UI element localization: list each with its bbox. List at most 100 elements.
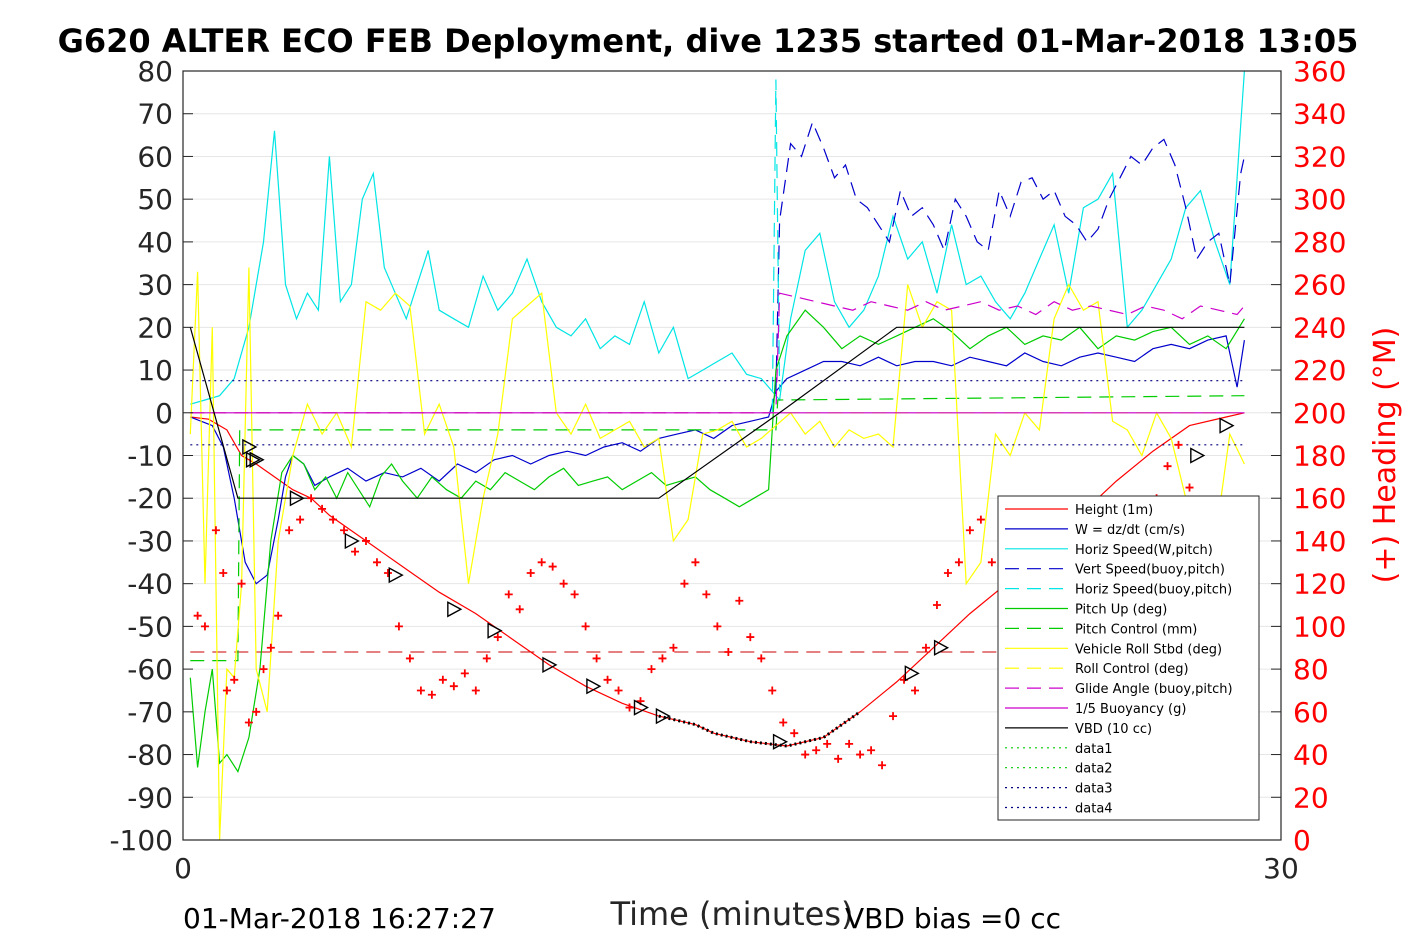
- y-tick-label: 30: [137, 269, 173, 302]
- heading-point: [625, 703, 634, 712]
- y-tick-label: -80: [127, 739, 173, 772]
- y-right-tick-label: 280: [1293, 226, 1346, 259]
- series-line-6: [190, 395, 1245, 662]
- triangle-marker: [447, 601, 463, 618]
- heading-point: [219, 568, 228, 577]
- heading-point: [603, 675, 612, 684]
- y-right-tick-label: 300: [1293, 183, 1346, 216]
- y-right-tick-label: 180: [1293, 440, 1346, 473]
- heading-point: [658, 654, 667, 663]
- y-right-tick-label: 360: [1293, 55, 1346, 88]
- series-line-9: [190, 292, 1245, 414]
- triangle-marker: [772, 733, 789, 750]
- heading-point: [823, 739, 832, 748]
- legend-label: VBD (10 cc): [1075, 722, 1152, 737]
- heading-point: [383, 568, 392, 577]
- heading-point: [911, 686, 919, 695]
- legend-label: Vehicle Roll Stbd (deg): [1075, 642, 1222, 657]
- heading-point: [259, 665, 268, 674]
- series-layer: [189, 70, 1245, 841]
- heading-point: [427, 690, 436, 699]
- triangle-marker: [586, 678, 602, 695]
- y-tick-label: -70: [127, 696, 173, 729]
- heading-point: [307, 494, 316, 503]
- heading-point: [790, 729, 799, 738]
- heading-point: [362, 536, 370, 545]
- heading-point: [954, 558, 963, 567]
- heading-point: [867, 746, 876, 755]
- heading-point: [559, 579, 568, 588]
- triangle-marker: [633, 699, 649, 716]
- y-right-tick-label: 40: [1293, 739, 1329, 772]
- y-right-tick-label: 20: [1293, 781, 1329, 814]
- triangle-marker: [388, 566, 404, 584]
- heading-point: [691, 558, 700, 567]
- y-tick-label: 20: [137, 311, 173, 344]
- y-tick-label: 40: [137, 226, 173, 259]
- heading-point: [702, 590, 711, 599]
- heading-point: [340, 526, 349, 535]
- heading-point: [351, 547, 360, 556]
- footer-vbd-bias: VBD bias =0 cc: [845, 902, 1061, 935]
- heading-point: [779, 718, 788, 727]
- y-right-tick-label: 0: [1293, 824, 1311, 857]
- height-dotted-segment: [658, 710, 861, 748]
- triangle-marker: [904, 665, 920, 682]
- y-tick-label: -30: [127, 525, 173, 558]
- y-right-tick-label: 60: [1293, 696, 1329, 729]
- heading-point: [943, 568, 952, 577]
- y-right-tick-label: 240: [1293, 311, 1346, 344]
- heading-point: [266, 643, 275, 652]
- heading-point: [570, 590, 579, 599]
- legend-label: W = dz/dt (cm/s): [1075, 523, 1185, 538]
- heading-point: [230, 675, 239, 684]
- heading-point: [987, 558, 996, 567]
- triangle-marker: [242, 438, 258, 456]
- footer-timestamp: 01-Mar-2018 16:27:27: [183, 902, 496, 935]
- heading-point: [680, 579, 689, 588]
- heading-point: [713, 622, 722, 631]
- heading-point: [856, 750, 865, 759]
- heading-point: [845, 739, 854, 748]
- heading-point: [515, 605, 524, 614]
- heading-point: [932, 601, 941, 610]
- triangle-marker: [542, 656, 558, 674]
- y-right-tick-label: 100: [1293, 610, 1346, 643]
- y-right-tick-label: 140: [1293, 525, 1346, 558]
- heading-point: [1163, 462, 1172, 471]
- heading-point: [329, 515, 338, 524]
- heading-point: [812, 746, 821, 755]
- y-tick-label: -50: [127, 610, 173, 643]
- heading-point: [757, 654, 766, 663]
- y-tick-label: -10: [127, 440, 173, 473]
- heading-point: [592, 654, 601, 663]
- y-right-tick-label: 260: [1293, 269, 1346, 302]
- heading-point: [548, 562, 557, 571]
- triangle-marker: [933, 639, 950, 656]
- triangle-marker: [1219, 417, 1235, 434]
- heading-point: [801, 750, 810, 759]
- legend-label: Pitch Up (deg): [1075, 603, 1167, 618]
- legend-label: Horiz Speed(buoy,pitch): [1075, 583, 1232, 598]
- heading-point: [746, 633, 755, 642]
- heading-point: [537, 558, 546, 567]
- series-line-5: [189, 309, 1245, 773]
- y-right-tick-label: 200: [1293, 397, 1346, 430]
- legend-label: Height (1m): [1075, 503, 1153, 518]
- heading-point: [471, 686, 480, 695]
- y-tick-label: 70: [137, 98, 173, 131]
- heading-point: [416, 686, 425, 695]
- heading-point: [438, 675, 447, 684]
- heading-point: [1185, 483, 1194, 492]
- heading-point: [614, 686, 623, 695]
- y-right-tick-label: 80: [1293, 653, 1329, 686]
- y-tick-label: 80: [137, 55, 173, 88]
- series-line-4: [771, 79, 781, 413]
- legend-box: [997, 495, 1260, 821]
- heading-point: [504, 590, 513, 599]
- y-tick-label: 50: [137, 183, 173, 216]
- series-line-3: [775, 120, 1245, 392]
- heading-point: [878, 761, 887, 770]
- x-tick-label: 0: [174, 852, 192, 885]
- y-axis-left: 80 70 60 50 40 30 20 10 0 -10 -20 -30 -40 -50 -60 -70 -8…: [109, 55, 193, 857]
